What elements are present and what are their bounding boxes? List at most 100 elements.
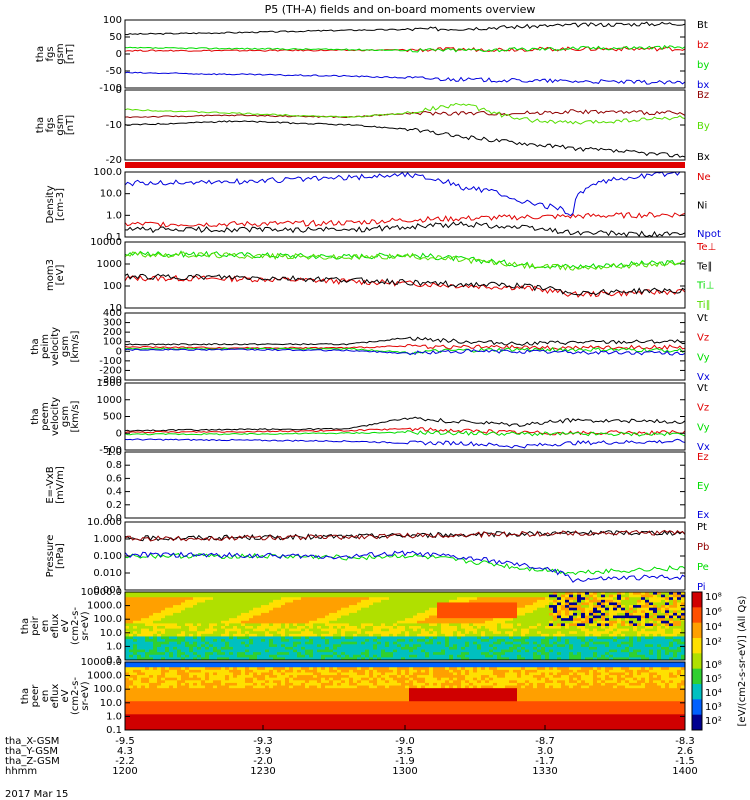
spectrogram-cell: [149, 706, 154, 710]
spectrogram-cell: [129, 706, 134, 710]
spectrogram-cell: [649, 654, 654, 658]
spectrogram-cell: [289, 709, 294, 713]
spectrogram-cell: [213, 701, 218, 705]
legend-Vz: Vz: [697, 403, 709, 414]
spectrogram-cell: [165, 724, 170, 728]
spectrogram-cell: [381, 615, 386, 619]
spectrogram-cell: [577, 607, 582, 611]
spectrogram-cell: [133, 714, 138, 718]
spectrogram-cell: [217, 709, 222, 713]
spectrogram-cell: [177, 677, 182, 681]
spectrogram-cell: [269, 706, 274, 710]
spectrogram-cell: [213, 693, 218, 697]
spectrogram-cell: [245, 669, 250, 673]
spectrogram-cell: [193, 698, 198, 702]
spectrogram-cell: [557, 644, 562, 648]
spectrogram-cell: [293, 667, 298, 671]
spectrogram-cell: [361, 639, 366, 643]
spectrogram-cell: [269, 719, 274, 723]
spectrogram-cell: [341, 652, 346, 656]
spectrogram-cell: [185, 669, 190, 673]
spectrogram-cell: [329, 649, 334, 653]
spectrogram-cell: [217, 636, 222, 640]
spectrogram-cell: [245, 641, 250, 645]
spectrogram-cell: [401, 646, 406, 651]
spectrogram-cell: [473, 646, 478, 651]
spectrogram-cell: [205, 631, 210, 635]
spectrogram-cell: [289, 727, 294, 731]
spectrogram-cell: [153, 696, 158, 700]
spectrogram-cell: [249, 644, 254, 648]
spectrogram-cell: [293, 680, 298, 684]
spectrogram-cell: [677, 628, 682, 632]
spectrogram-cell: [245, 690, 250, 694]
spectrogram-cell: [325, 631, 330, 635]
spectrogram-cell: [661, 605, 666, 609]
spectrogram-cell: [189, 610, 194, 614]
y-tick-label: 1000.0: [87, 601, 122, 612]
spectrogram-cell: [621, 626, 626, 630]
spectrogram-cell: [221, 709, 226, 713]
spectrogram-cell: [393, 623, 398, 627]
spectrogram-cell: [237, 602, 242, 606]
spectrogram-cell: [365, 649, 370, 653]
spectrogram-cell: [545, 597, 550, 601]
spectrogram-cell: [233, 631, 238, 635]
spectrogram-cell: [517, 636, 522, 640]
spectrogram-cell: [165, 675, 170, 679]
spectrogram-cell: [609, 657, 614, 661]
legend-Ni: Ni: [697, 201, 707, 212]
spectrogram-cell: [185, 657, 190, 661]
spectrogram-cell: [277, 698, 282, 702]
spectrogram-cell: [389, 623, 394, 627]
spectrogram-cell: [589, 597, 594, 601]
spectrogram-cell: [321, 641, 326, 645]
spectrogram-cell: [297, 602, 302, 606]
spectrogram-cell: [141, 722, 146, 726]
spectrogram-cell: [517, 594, 522, 598]
spectrogram-cell: [601, 644, 606, 648]
spectrogram-cell: [253, 719, 258, 723]
spectrogram-cell: [633, 612, 638, 617]
spectrogram-cell: [581, 612, 586, 617]
spectrogram-cell: [581, 626, 586, 630]
spectrogram-cell: [181, 631, 186, 635]
spectrogram-cell: [457, 654, 462, 658]
spectrogram-cell: [189, 612, 194, 617]
spectrogram-cell: [225, 706, 230, 710]
spectrogram-cell: [185, 664, 190, 668]
spectrogram-cell: [149, 631, 154, 635]
spectrogram-cell: [609, 602, 614, 606]
spectrogram-cell: [197, 722, 202, 726]
spectrogram-cell: [521, 633, 526, 637]
spectrogram-cell: [613, 628, 618, 632]
spectrogram-cell: [217, 618, 222, 622]
spectrogram-cell: [609, 607, 614, 611]
spectrogram-cell: [469, 654, 474, 658]
spectrogram-cell: [333, 592, 338, 596]
spectrogram-cell: [501, 628, 506, 632]
spectrogram-cell: [509, 602, 514, 606]
spectrogram-cell: [645, 633, 650, 637]
spectrogram-cell: [433, 610, 438, 614]
spectrogram-cell: [197, 667, 202, 671]
spectrogram-cell: [669, 605, 674, 609]
spectrogram-cell: [345, 599, 350, 603]
spectrogram-cell: [429, 602, 434, 606]
spectrogram-cell: [277, 618, 282, 622]
spectrogram-cell: [209, 594, 214, 598]
spectrogram-cell: [293, 682, 298, 687]
spectrogram-cell: [253, 682, 258, 687]
spectrogram-cell: [185, 719, 190, 723]
spectrogram-cell: [445, 610, 450, 614]
spectrogram-cell: [561, 615, 566, 619]
spectrogram-cell: [245, 675, 250, 679]
spectrogram-cell: [237, 610, 242, 614]
spectrogram-cell: [457, 646, 462, 651]
spectrogram-cell: [245, 615, 250, 619]
spectrogram-cell: [197, 623, 202, 627]
spectrogram-cell: [173, 685, 178, 689]
spectrogram-cell: [257, 664, 262, 668]
spectrogram-cell: [357, 649, 362, 653]
